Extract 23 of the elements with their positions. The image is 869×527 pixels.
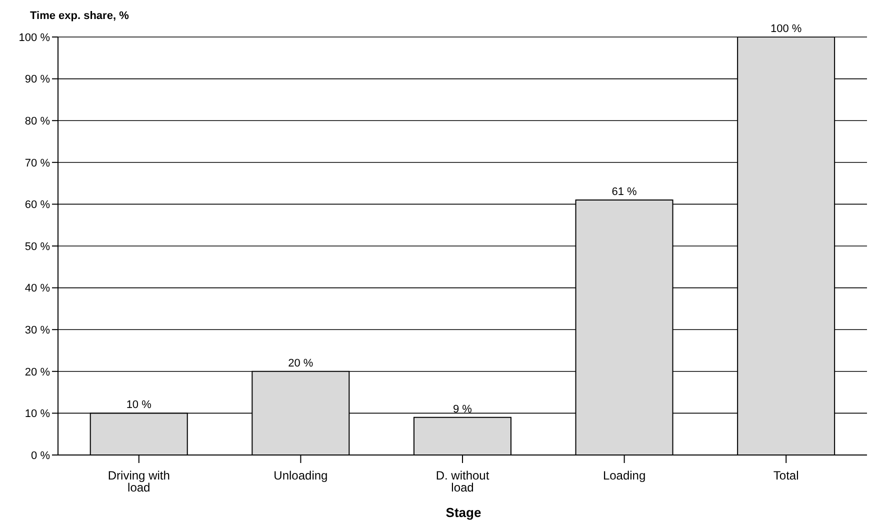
data-label: 100 % — [770, 23, 802, 35]
y-tick-label: 50 % — [24, 240, 50, 253]
x-tick-label: D. without load — [436, 468, 490, 495]
y-axis-title: Time exp. share, % — [30, 10, 129, 22]
y-tick-label: 70 % — [24, 157, 50, 170]
y-tick-label: 0 % — [31, 450, 50, 462]
y-tick-label: 60 % — [24, 199, 50, 212]
y-tick-label: 10 % — [24, 408, 50, 420]
x-tick-label: Unloading — [274, 468, 328, 483]
x-tick-label: Loading — [602, 468, 646, 483]
data-label: 10 % — [126, 399, 152, 412]
y-tick-label: 30 % — [24, 324, 50, 337]
data-label: 20 % — [288, 357, 314, 370]
y-tick-label: 90 % — [24, 74, 50, 86]
y-tick-label: 40 % — [24, 282, 50, 295]
y-tick-label: 100 % — [18, 32, 50, 44]
x-tick-label: Total — [773, 468, 799, 483]
y-tick-label: 20 % — [24, 366, 50, 378]
y-tick-label: 80 % — [24, 116, 50, 128]
x-tick-label: Driving with load — [108, 468, 170, 495]
data-label: 61 % — [612, 186, 638, 198]
x-axis-title: Stage — [444, 505, 482, 520]
data-label: 9 % — [452, 403, 472, 416]
